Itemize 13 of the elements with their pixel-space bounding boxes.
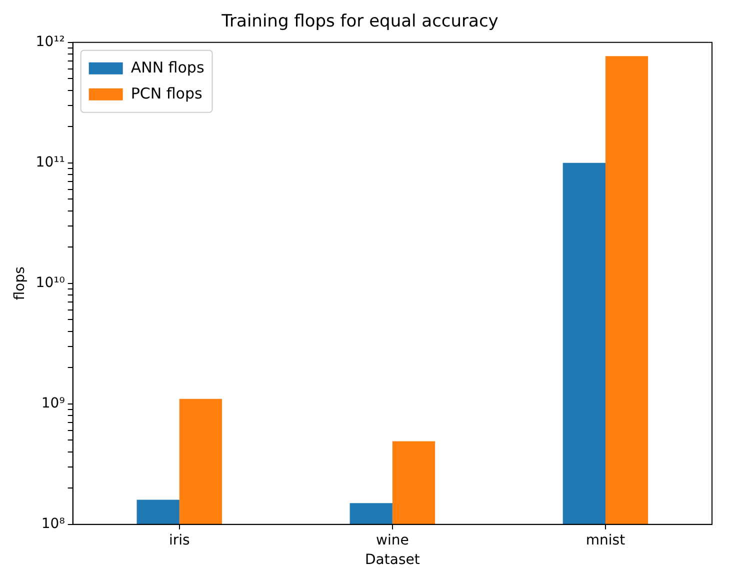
y-tick-label: 10⁸ <box>41 516 66 532</box>
legend-label: PCN flops <box>130 84 202 102</box>
y-axis-title: flops <box>12 266 28 300</box>
y-tick-label: 10¹¹ <box>36 154 65 171</box>
x-axis-title: Dataset <box>365 552 420 568</box>
x-tick-label: wine <box>376 532 409 548</box>
y-tick-label: 10¹⁰ <box>36 275 66 292</box>
y-tick-label: 10¹² <box>36 34 65 50</box>
x-tick-label: iris <box>168 532 190 548</box>
y-tick-label: 10⁹ <box>41 396 66 412</box>
legend-label: ANN flops <box>130 58 204 76</box>
x-tick-label: mnist <box>586 532 626 548</box>
chart-title: Training flops for equal accuracy <box>220 12 498 32</box>
